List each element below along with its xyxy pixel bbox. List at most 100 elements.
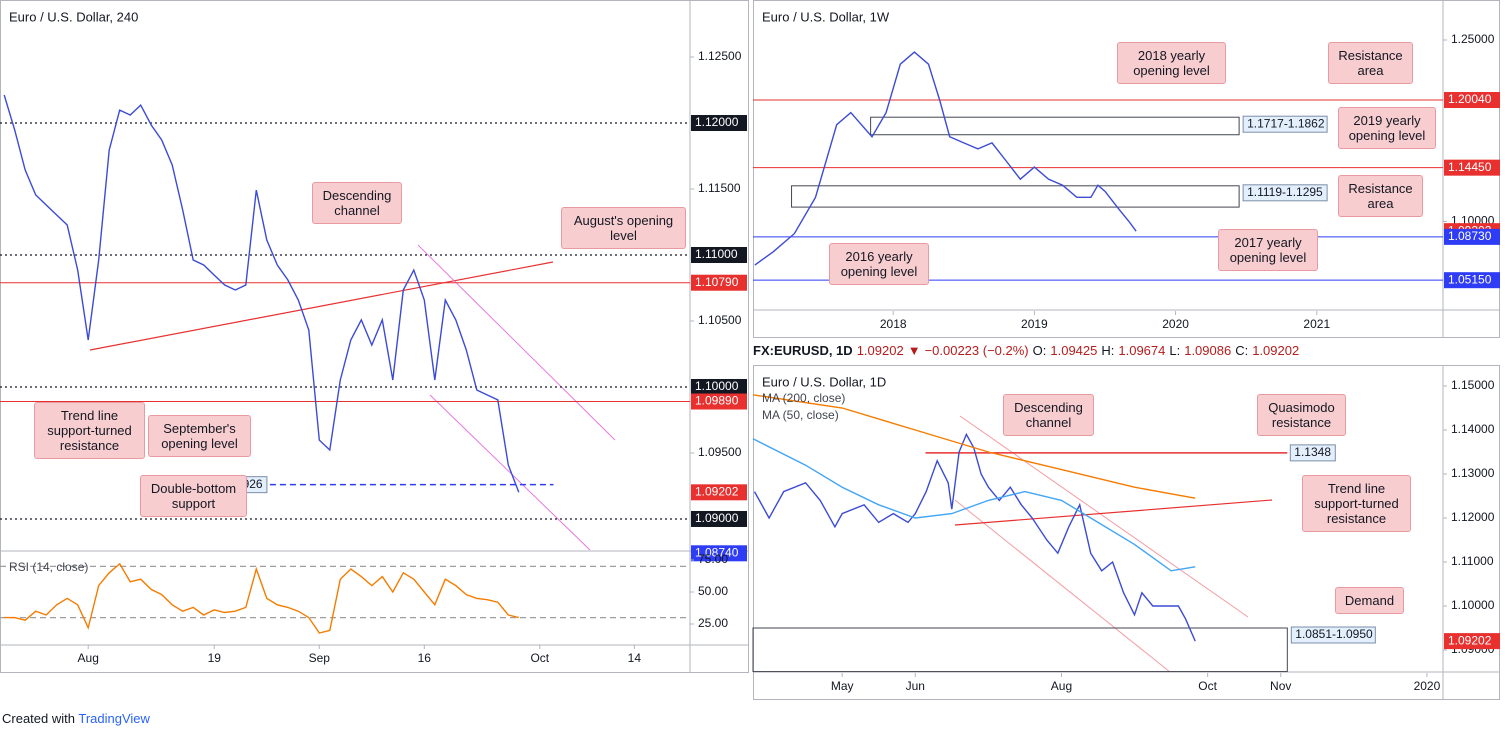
- annotation: 2019 yearly opening level: [1338, 107, 1436, 149]
- price-tag: [691, 510, 747, 527]
- series-line: [753, 432, 1196, 642]
- brand[interactable]: TradingView: [78, 711, 150, 726]
- series-line: [3, 94, 520, 493]
- x-tick-label: 19: [208, 651, 222, 665]
- annotation: September's opening level: [148, 415, 251, 457]
- channel-line: [417, 244, 616, 441]
- legend-entry: MA (200, close): [762, 391, 845, 405]
- price-tag: [691, 378, 747, 395]
- annotation: Quasimodo resistance: [1257, 394, 1346, 436]
- segment-label-box: [1289, 444, 1336, 462]
- y-tick-label: 1.25000: [1451, 32, 1495, 46]
- price-tag: [1444, 228, 1500, 245]
- x-tick-label: Oct: [530, 651, 549, 665]
- x-tick-label: 2018: [880, 317, 907, 331]
- zone: [791, 185, 1240, 208]
- x-tick-label: 2020: [1414, 679, 1441, 693]
- segment-label: 1.1348: [1294, 445, 1331, 459]
- low-label: L:: [1169, 343, 1181, 358]
- annotation: Trend line support-turned resistance: [34, 402, 145, 459]
- channel-line: [959, 415, 1249, 618]
- annotation: Resistance area: [1328, 42, 1413, 84]
- zone-label: 1.1717-1.1862: [1247, 116, 1325, 130]
- price-tag-label: 1.08740: [695, 545, 739, 559]
- annotation: Descending channel: [1003, 394, 1094, 436]
- y-tick-label: 1.11500: [698, 181, 741, 195]
- x-tick-label: May: [831, 679, 854, 693]
- price-tag-label: 1.09890: [695, 394, 739, 408]
- price-tag-label: 1.11000: [695, 247, 738, 261]
- price-tag: [1444, 633, 1500, 650]
- chart-title: Euro / U.S. Dollar, 1W: [762, 9, 890, 24]
- price-tag-label: 1.20040: [1448, 92, 1492, 106]
- x-tick-label: 2019: [1021, 317, 1048, 331]
- y-tick-label: 1.15000: [1451, 378, 1495, 392]
- series-line: [752, 394, 1196, 499]
- panel-border: [753, 365, 1500, 700]
- x-tick-label: Aug: [1051, 679, 1072, 693]
- price-tag-label: 1.09202: [695, 484, 739, 498]
- price-tag: [691, 247, 747, 264]
- info-bar: FX:EURUSD, 1D 1.09202 ▼ −0.00223 (−0.2%)…: [753, 343, 1299, 358]
- zone: [752, 627, 1288, 673]
- annotation: Demand: [1335, 587, 1404, 614]
- price-tag-label: 1.10790: [695, 275, 739, 289]
- panel-border: [0, 0, 749, 673]
- y-tick-label: 1.10500: [698, 313, 742, 327]
- price-tag-label: 1.12000: [695, 115, 739, 129]
- annotation: Double-bottom support: [140, 475, 247, 517]
- price-tag: [691, 545, 747, 562]
- x-tick-label: Sep: [309, 651, 331, 665]
- x-tick-label: Aug: [78, 651, 99, 665]
- chart-title: Euro / U.S. Dollar, 1D: [762, 374, 886, 389]
- price-tag: [691, 115, 747, 132]
- series-line: [4, 562, 519, 634]
- annotation: Resistance area: [1338, 175, 1423, 217]
- low: 1.09086: [1184, 343, 1232, 358]
- annotation: 2017 yearly opening level: [1218, 229, 1318, 271]
- close: 1.09202: [1252, 343, 1300, 358]
- chart-title: Euro / U.S. Dollar, 240: [9, 9, 138, 24]
- zone-label: 1.1119-1.1295: [1247, 185, 1323, 199]
- footer: Created with TradingView: [2, 711, 150, 726]
- x-tick-label: 2020: [1162, 317, 1189, 331]
- open-label: O:: [1032, 343, 1047, 358]
- zone-label: 1.0851-1.0950: [1295, 627, 1373, 641]
- y-tick-label: 1.11000: [1451, 554, 1494, 568]
- y-tick-label: 25.00: [698, 616, 728, 630]
- last-price: 1.09202: [856, 343, 904, 358]
- y-tick-label: 1.10000: [1451, 598, 1495, 612]
- y-tick-label: 1.13000: [1451, 466, 1495, 480]
- y-tick-label: 50.00: [698, 584, 728, 598]
- price-tag: [1444, 159, 1500, 176]
- zone-label-box: [1242, 184, 1328, 202]
- price-tag: [1444, 92, 1500, 109]
- y-tick-label: 1.12500: [698, 49, 742, 63]
- x-tick-label: Nov: [1270, 679, 1291, 693]
- footer-text: Created with: [2, 711, 75, 726]
- price-tag: [1444, 272, 1500, 289]
- x-tick-label: 14: [628, 651, 642, 665]
- annotation: Descending channel: [312, 182, 402, 224]
- series-line: [754, 51, 1137, 266]
- annotation: 2016 yearly opening level: [829, 243, 929, 285]
- y-tick-label: 1.12000: [1451, 510, 1495, 524]
- price-tag-label: 1.09000: [695, 511, 739, 525]
- open: 1.09425: [1050, 343, 1098, 358]
- high: 1.09674: [1118, 343, 1166, 358]
- close-label: C:: [1235, 343, 1249, 358]
- zone-label-box: [1242, 115, 1328, 133]
- legend-entry: RSI (14, close): [9, 560, 88, 574]
- annotation: August's opening level: [561, 207, 686, 249]
- x-tick-label: 2021: [1303, 317, 1330, 331]
- y-tick-label: 1.09500: [698, 445, 742, 459]
- price-tag-label: 1.09202: [1448, 633, 1492, 647]
- change: −0.00223 (−0.2%): [924, 343, 1029, 358]
- channel-line: [429, 394, 591, 551]
- price-tag-label: 1.05150: [1448, 272, 1492, 286]
- symbol: FX:EURUSD, 1D: [753, 343, 853, 358]
- legend-entry: MA (50, close): [762, 408, 839, 422]
- price-tag-label: 1.08730: [1448, 229, 1492, 243]
